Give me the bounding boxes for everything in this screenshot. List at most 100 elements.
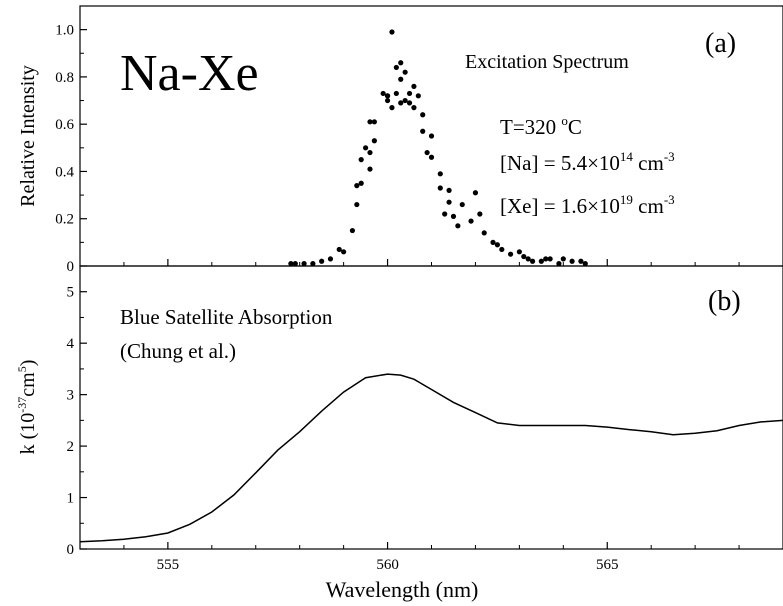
panel-b-label: (b) bbox=[708, 286, 741, 317]
data-point bbox=[310, 261, 316, 267]
data-point bbox=[428, 154, 435, 160]
sodium-density-annotation: [Na] = 5.4×1014 cm-3 bbox=[500, 149, 675, 175]
panel-b-y-tick-label: 5 bbox=[67, 285, 75, 301]
data-point bbox=[569, 258, 575, 264]
data-point bbox=[411, 105, 417, 111]
panel-a-y-ticks: 0 0.2 0.4 0.6 0.8 1.0 bbox=[55, 23, 87, 275]
data-point bbox=[455, 223, 461, 229]
panel-b-x-ticks: 555 560 565 bbox=[79, 542, 783, 573]
data-point bbox=[459, 201, 465, 208]
data-point bbox=[411, 83, 417, 89]
data-point bbox=[494, 242, 501, 248]
panel-a-y-tick-label: 1.0 bbox=[55, 23, 74, 39]
panel-a-y-tick-label: 0.2 bbox=[55, 212, 74, 228]
data-point bbox=[301, 261, 307, 267]
panel-a-label: (a) bbox=[705, 28, 736, 59]
data-point bbox=[437, 185, 443, 191]
temperature-unit: C bbox=[568, 115, 582, 139]
panel-b-y-tick-label: 1 bbox=[67, 491, 75, 507]
y-label-exponent-2: 5 bbox=[15, 366, 29, 372]
blue-satellite-citation: (Chung et al.) bbox=[120, 339, 236, 363]
data-point bbox=[406, 100, 413, 106]
y-label-unit: cm bbox=[17, 372, 39, 397]
panel-a-y-tick-label: 0.4 bbox=[55, 164, 74, 180]
data-point bbox=[507, 251, 514, 257]
data-point bbox=[446, 187, 452, 193]
data-point bbox=[442, 211, 448, 217]
data-point bbox=[424, 149, 430, 156]
data-point bbox=[398, 60, 404, 66]
absorption-curve bbox=[79, 373, 783, 543]
data-point bbox=[389, 105, 395, 111]
panel-b-y-ticks: 0 1 2 3 4 5 bbox=[67, 285, 87, 558]
xenon-density-exponent: 19 bbox=[620, 192, 633, 207]
panel-b-y-tick-label: 4 bbox=[67, 336, 75, 352]
data-point bbox=[472, 190, 479, 196]
data-point bbox=[402, 69, 408, 75]
data-point bbox=[358, 157, 364, 163]
excitation-spectrum-title: Excitation Spectrum bbox=[465, 51, 629, 73]
data-point bbox=[556, 261, 562, 267]
panel-a-y-tick-label: 0.6 bbox=[55, 117, 74, 133]
panel-a-data-points bbox=[288, 29, 588, 267]
data-point bbox=[578, 258, 584, 264]
data-point bbox=[384, 97, 391, 104]
degree-symbol: o bbox=[561, 113, 568, 128]
x-axis-label: Wavelength (nm) bbox=[326, 577, 479, 602]
data-point bbox=[450, 213, 457, 219]
data-point bbox=[420, 128, 426, 134]
data-point bbox=[341, 249, 347, 255]
temperature-value: T=320 bbox=[500, 115, 561, 139]
data-point bbox=[319, 258, 325, 264]
xenon-density-value: [Xe] = 1.6×10 bbox=[500, 194, 620, 218]
data-point bbox=[371, 119, 377, 125]
panel-a-y-tick-label: 0 bbox=[67, 259, 75, 275]
blue-satellite-title: Blue Satellite Absorption bbox=[120, 305, 333, 329]
sodium-density-value: [Na] = 5.4×10 bbox=[500, 151, 620, 175]
y-label-suffix: ) bbox=[17, 360, 39, 367]
data-point bbox=[354, 183, 360, 189]
data-point bbox=[428, 133, 435, 139]
xenon-density-unit-exponent: -3 bbox=[664, 192, 675, 207]
x-tick-label: 555 bbox=[157, 557, 180, 573]
y-label-prefix: k (10 bbox=[17, 413, 39, 455]
data-point bbox=[525, 256, 531, 262]
x-tick-label: 565 bbox=[596, 557, 619, 573]
data-point bbox=[371, 138, 377, 144]
data-point bbox=[477, 211, 483, 217]
data-point bbox=[354, 201, 360, 208]
data-point bbox=[529, 258, 536, 264]
na-xe-label: Na-Xe bbox=[120, 45, 259, 102]
data-point bbox=[538, 258, 544, 264]
data-point bbox=[415, 93, 421, 99]
data-point bbox=[288, 261, 294, 267]
data-point bbox=[521, 253, 527, 260]
data-point bbox=[367, 149, 373, 156]
data-point bbox=[437, 171, 443, 177]
panel-b-y-tick-label: 0 bbox=[67, 542, 75, 558]
data-point bbox=[402, 97, 408, 104]
data-point bbox=[398, 100, 404, 106]
temperature-annotation: T=320 oC bbox=[500, 113, 582, 139]
panel-b-y-tick-label: 3 bbox=[67, 388, 75, 404]
data-point bbox=[358, 180, 364, 186]
data-point bbox=[393, 90, 399, 97]
data-point bbox=[560, 256, 566, 262]
panel-a-y-tick-label: 0.8 bbox=[55, 70, 74, 86]
data-point bbox=[547, 256, 553, 262]
sodium-density-unit-exponent: -3 bbox=[664, 149, 675, 164]
data-point bbox=[393, 64, 399, 71]
panel-a-y-axis-label: Relative Intensity bbox=[17, 65, 39, 207]
xenon-density-annotation: [Xe] = 1.6×1019 cm-3 bbox=[500, 192, 675, 218]
data-point bbox=[398, 76, 404, 82]
data-point bbox=[420, 112, 426, 118]
data-point bbox=[582, 261, 588, 267]
x-tick-label: 560 bbox=[376, 557, 399, 573]
data-point bbox=[380, 90, 386, 97]
panel-b-y-axis-label: k (10-37cm5) bbox=[15, 360, 39, 455]
data-point bbox=[292, 261, 298, 267]
data-point bbox=[327, 256, 334, 262]
xenon-density-unit: cm bbox=[633, 194, 664, 218]
